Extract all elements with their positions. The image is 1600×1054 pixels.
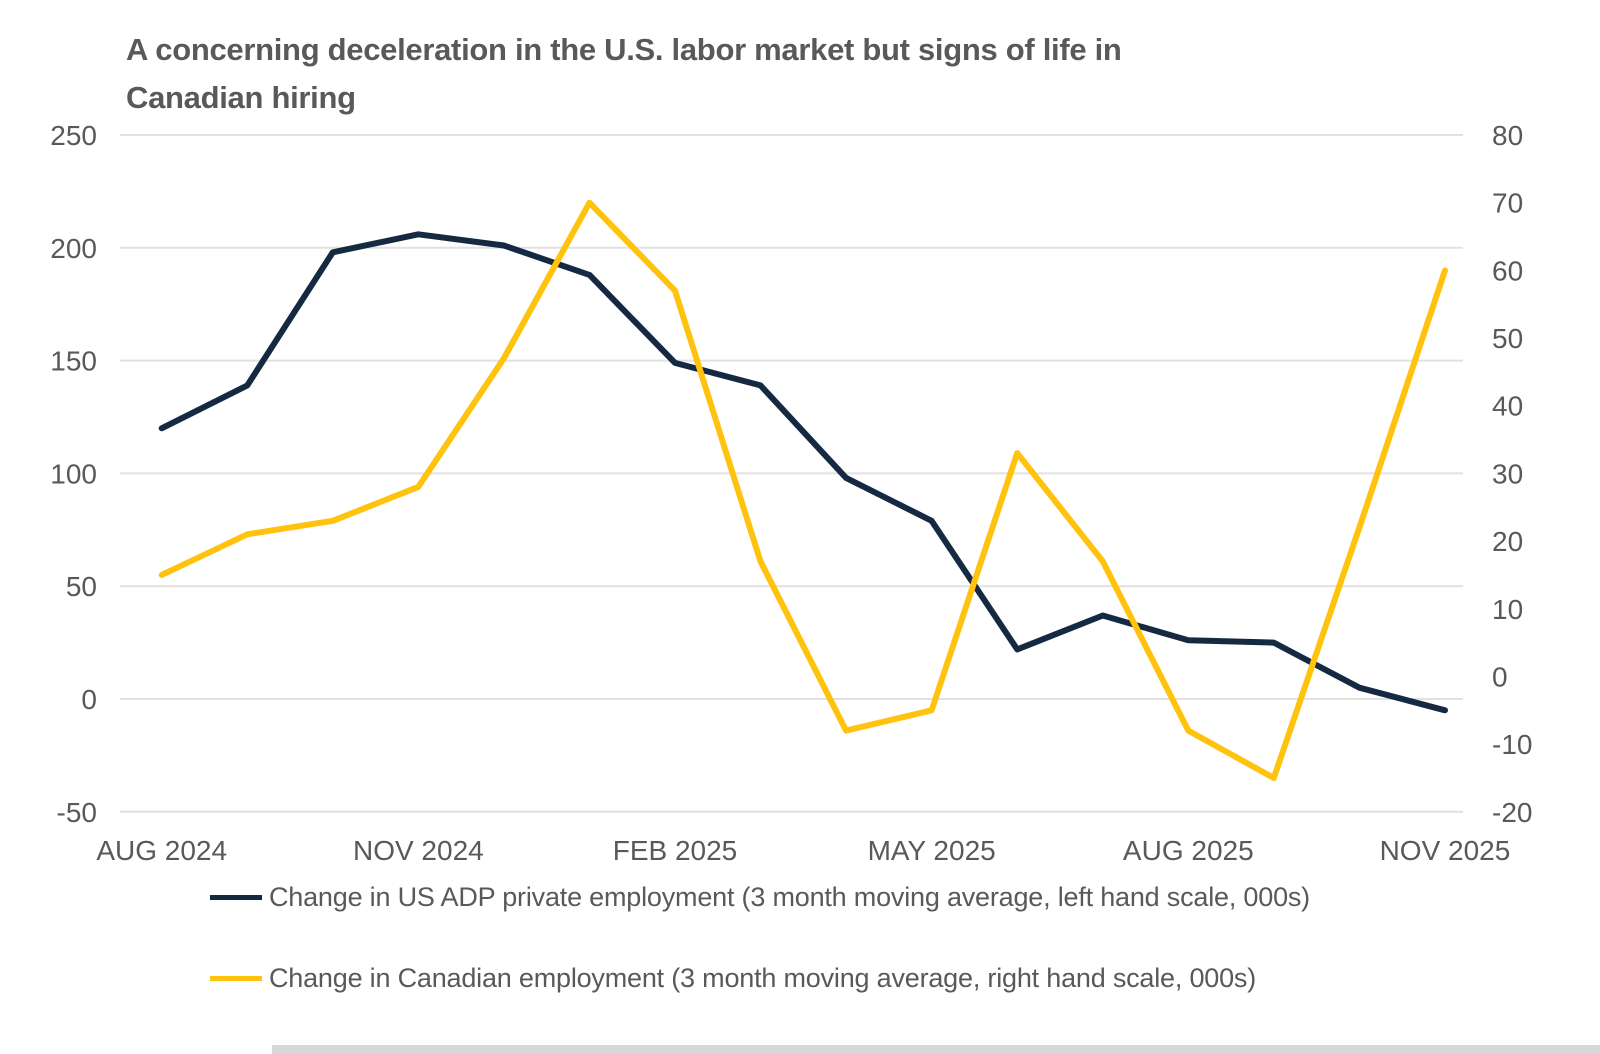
us-series-legend-swatch: [210, 894, 262, 900]
us-series-line: [158, 231, 1448, 714]
chart-title-line1: A concerning deceleration in the U.S. la…: [126, 32, 1122, 67]
x-axis-tick-label: FEB 2025: [613, 835, 738, 866]
left-axis-tick-label: 150: [50, 346, 97, 377]
left-axis-tick-label: 250: [50, 120, 97, 151]
x-axis-tick-label: NOV 2024: [353, 835, 484, 866]
right-axis-tick-label: 10: [1492, 594, 1523, 625]
left-axis-tick-label: 50: [66, 571, 97, 602]
canada-series-legend-label: Change in Canadian employment (3 month m…: [269, 962, 1256, 993]
right-axis-tick-label: 50: [1492, 323, 1523, 354]
chart-title: A concerning deceleration in the U.S. la…: [126, 26, 1122, 122]
canada-series-legend-swatch: [210, 975, 262, 981]
right-axis-tick-label: 30: [1492, 458, 1523, 489]
right-axis-tick-label: 60: [1492, 255, 1523, 286]
left-axis-tick-label: 200: [50, 233, 97, 264]
footer-strip: [272, 1045, 1600, 1054]
left-axis-tick-label: 100: [50, 458, 97, 489]
right-axis-tick-label: -20: [1492, 797, 1532, 828]
x-axis-tick-label: AUG 2024: [96, 835, 227, 866]
x-axis-tick-label: NOV 2025: [1380, 835, 1511, 866]
chart-title-line2: Canadian hiring: [126, 80, 356, 115]
right-axis-tick-label: -10: [1492, 729, 1532, 760]
right-axis-tick-label: 40: [1492, 391, 1523, 422]
left-axis-tick-label: 0: [81, 684, 97, 715]
x-axis-tick-label: AUG 2025: [1123, 835, 1254, 866]
right-axis-tick-label: 0: [1492, 661, 1508, 692]
right-axis-tick-label: 70: [1492, 188, 1523, 219]
right-axis-tick-label: 80: [1492, 120, 1523, 151]
left-axis-tick-label: -50: [57, 797, 97, 828]
legend-item-canada: Change in Canadian employment (3 month m…: [210, 961, 1256, 995]
us-series-legend-label: Change in US ADP private employment (3 m…: [269, 881, 1310, 912]
chart-canvas: 250200150100500-5080706050403020100-10-2…: [50, 120, 1532, 866]
legend-item-us: Change in US ADP private employment (3 m…: [210, 880, 1310, 914]
right-axis-tick-label: 20: [1492, 526, 1523, 557]
x-axis-tick-label: MAY 2025: [868, 835, 996, 866]
canada-series-line: [158, 199, 1448, 781]
